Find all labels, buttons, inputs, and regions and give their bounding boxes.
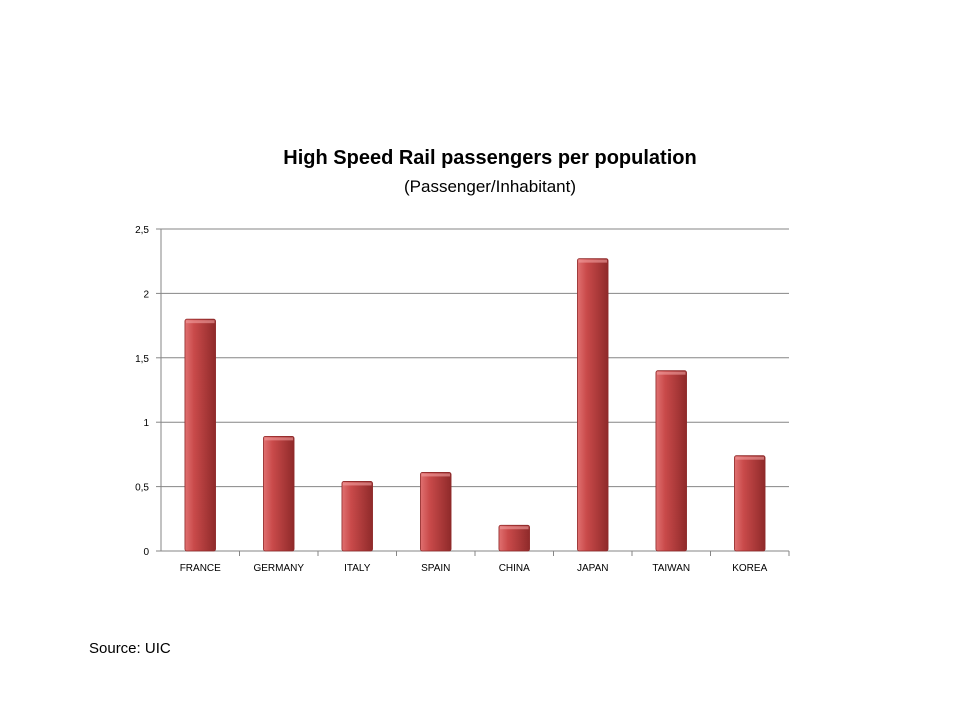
bar-japan [577, 258, 609, 552]
bar-highlight [578, 259, 608, 263]
bar-spain [420, 472, 452, 552]
bar-china [498, 524, 530, 552]
y-tick-label: 0,5 [135, 483, 149, 494]
gridlines [161, 228, 789, 488]
bars [184, 258, 766, 552]
x-tick-label: GERMANY [253, 563, 304, 574]
y-tick-label: 1 [143, 418, 149, 429]
bar-highlight [421, 473, 451, 477]
chart-title: High Speed Rail passengers per populatio… [283, 147, 697, 169]
bar-highlight [264, 437, 294, 441]
x-tick-label: SPAIN [421, 563, 450, 574]
x-tick-label: JAPAN [577, 563, 609, 574]
bar-taiwan [655, 370, 687, 552]
bar-italy [341, 481, 373, 552]
y-tick-label: 2 [143, 289, 149, 300]
tick-labels: 0 0,5 1 1,5 2 2,5 FRANCE GERMANY ITALY SPAIN CHINA… [135, 225, 767, 574]
bar-france [184, 318, 216, 552]
x-tick-label: CHINA [499, 563, 530, 574]
bar-germany [263, 435, 295, 552]
bar-highlight [185, 320, 215, 324]
x-tick-label: ITALY [344, 563, 371, 574]
bar-highlight [499, 526, 529, 530]
axes [156, 228, 790, 556]
bar-highlight [656, 371, 686, 375]
y-tick-label: 1,5 [135, 354, 149, 365]
x-tick-label: KOREA [732, 563, 767, 574]
y-tick-label: 2,5 [135, 225, 149, 236]
chart-subtitle: (Passenger/Inhabitant) [404, 177, 576, 196]
x-tick-label: TAIWAN [652, 563, 690, 574]
bar-korea [734, 455, 766, 552]
bar-highlight [735, 456, 765, 460]
bar-highlight [342, 482, 372, 486]
source-note: Source: UIC [89, 640, 171, 657]
y-tick-label: 0 [143, 547, 149, 558]
x-tick-label: FRANCE [180, 563, 221, 574]
